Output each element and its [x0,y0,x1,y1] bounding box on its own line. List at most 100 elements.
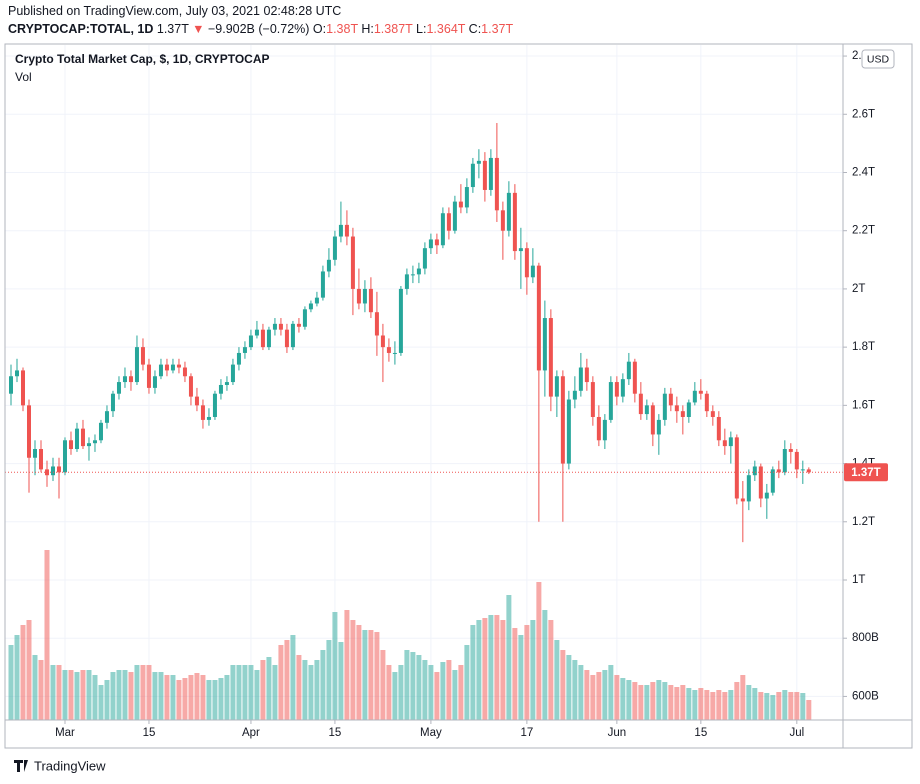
volume-bar [338,642,344,720]
candle-body [770,469,775,493]
currency-box[interactable] [861,49,895,69]
volume-bar [512,628,518,720]
volume-bar [506,595,512,720]
candle-body [782,449,787,473]
change: −9.902B (−0.72%) [207,22,310,36]
candle-body [236,352,241,365]
volume-bar [500,620,506,720]
candle-body [146,364,151,388]
candle-body [98,422,103,441]
candle-body [338,224,343,237]
brand: TradingView [34,758,106,773]
candle-body [176,364,181,368]
candle-body [278,323,283,330]
volume-bar [602,670,608,720]
symbol: CRYPTOCAP:TOTAL, 1D [8,22,154,36]
x-tick-label: Apr [242,727,260,739]
volume-bar [206,680,212,720]
candle-body [254,329,259,336]
volume-bar [470,625,476,720]
candle-body [194,396,199,406]
volume-bar [638,685,644,720]
volume-bar [152,672,158,720]
x-tick-label: Jul [789,727,804,739]
volume-bar [746,685,752,720]
volume-bar [446,660,452,720]
volume-bar [542,610,548,720]
volume-bar [218,678,224,720]
candle-body [398,288,403,353]
y-tick-label: 2.2T [852,225,875,237]
candle-body [656,419,661,435]
candle-body [320,271,325,298]
candle-body [128,376,133,383]
volume-bar [554,640,560,720]
volume-bar [278,645,284,720]
candle-body [548,318,553,397]
last-price-label: 1.37T [851,467,880,479]
candle-body [458,201,463,208]
candle-body [80,428,85,447]
candle-body [104,411,109,423]
candle-body [560,376,565,464]
ohlc-value: 1.387T [373,22,413,36]
volume-bar [374,632,380,720]
ohlc-value: 1.38T [326,22,358,36]
candle-body [50,466,55,476]
candle-body [620,379,625,397]
volume-bar [260,660,266,720]
volume-bar [140,665,146,720]
candle-body [188,376,193,397]
volume-bar [692,690,698,720]
x-tick-label: Mar [55,727,75,739]
frame [4,43,913,749]
x-tick-label: May [420,727,442,739]
candle-body [14,370,19,377]
volume-bar [698,688,704,720]
volume-bar [548,620,554,720]
candle-body [296,323,301,327]
candle-body [20,370,25,406]
candle-body [164,364,169,371]
candle-body [740,498,745,502]
volume-bar [302,660,308,720]
candle-body [608,382,613,420]
volume-bar [662,682,668,720]
volume-bar [440,662,446,720]
y-tick-label: 1.6T [852,399,875,411]
volume-bar [398,665,404,720]
volume-bar [32,655,38,720]
volume-bar [356,625,362,720]
volume-bar [296,655,302,720]
volume-bar [494,615,500,720]
candle-body [554,376,559,397]
candle-body [464,187,469,208]
volume-bar [308,665,314,720]
candle-body [56,466,61,473]
candle-body [248,335,253,348]
ohlc-value: 1.364T [426,22,466,36]
candle-body [578,367,583,391]
currency[interactable]: USD [867,53,890,65]
volume-bar [74,672,80,720]
ohlc-label: C: [468,22,482,36]
volume-bar [254,670,260,720]
candle-body [566,399,571,464]
candle-body [476,160,481,164]
candle-body [86,443,91,447]
y-tick-label: 2T [852,283,865,295]
candle-body [404,274,409,289]
candle-body [422,248,427,269]
candle-body [752,466,757,476]
volume-bar [614,675,620,720]
candle-body [668,393,673,406]
candle-body [602,419,607,441]
candle-body [224,382,229,385]
candle-body [590,382,595,417]
candle-body [434,239,439,246]
volume-bar [788,692,794,720]
candle-body [542,318,547,371]
volume-bar [116,670,122,720]
candle-body [722,440,727,447]
